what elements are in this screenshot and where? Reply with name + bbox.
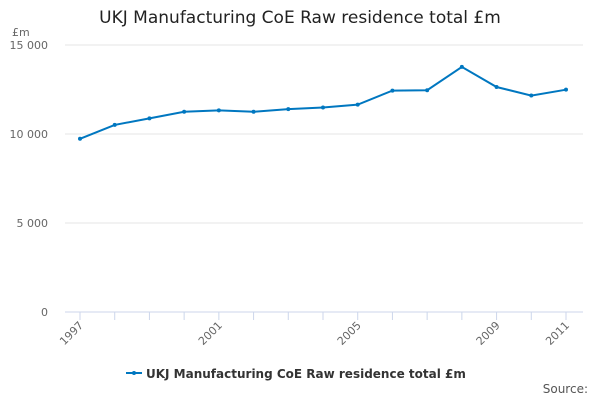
legend-marker bbox=[132, 371, 136, 375]
data-point bbox=[78, 136, 82, 141]
legend-label: UKJ Manufacturing CoE Raw residence tota… bbox=[146, 367, 466, 381]
data-point bbox=[390, 88, 395, 93]
x-tick-label: 1997 bbox=[57, 319, 86, 348]
data-point bbox=[564, 87, 568, 92]
x-tick-label: 2011 bbox=[543, 319, 572, 348]
x-tick-label: 2005 bbox=[335, 319, 364, 348]
source-label: Source: bbox=[542, 382, 588, 396]
data-point bbox=[216, 108, 221, 113]
chart-title: UKJ Manufacturing CoE Raw residence tota… bbox=[99, 8, 501, 28]
data-point bbox=[182, 109, 187, 114]
data-point bbox=[494, 85, 499, 90]
series-line bbox=[79, 65, 567, 140]
y-tick-label: 10 000 bbox=[10, 128, 49, 141]
y-axis-label: £m bbox=[12, 26, 30, 39]
data-point bbox=[529, 93, 534, 98]
data-point bbox=[459, 64, 464, 69]
data-point bbox=[112, 122, 117, 127]
x-tick-label: 2001 bbox=[196, 319, 225, 348]
x-tick-label: 2009 bbox=[474, 319, 503, 348]
data-point bbox=[251, 109, 256, 114]
data-point bbox=[355, 102, 360, 107]
data-point bbox=[286, 107, 291, 112]
data-point bbox=[321, 105, 325, 110]
data-point bbox=[425, 88, 430, 93]
data-point bbox=[147, 116, 152, 121]
y-tick-label: 15 000 bbox=[10, 39, 49, 52]
y-tick-label: 0 bbox=[41, 306, 48, 319]
y-tick-label: 5 000 bbox=[17, 217, 49, 230]
